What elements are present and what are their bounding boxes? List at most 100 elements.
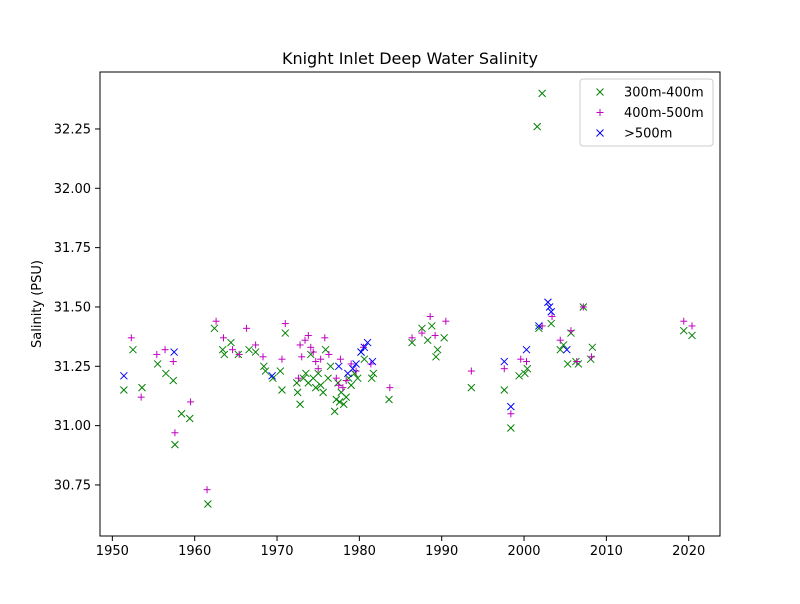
data-point: [335, 381, 343, 389]
y-tick-label: 32.25: [54, 122, 91, 137]
data-point: [218, 345, 227, 354]
data-point: [319, 388, 327, 397]
data-point: [171, 429, 179, 437]
data-point: [276, 367, 285, 375]
data-point: [312, 358, 320, 366]
data-point: [545, 303, 554, 311]
data-point: [292, 379, 301, 387]
data-point: [301, 369, 310, 378]
data-point: [352, 360, 360, 368]
data-point: [433, 345, 442, 354]
data-point: [559, 341, 568, 349]
data-point: [324, 374, 332, 383]
data-point: [426, 312, 434, 320]
data-point: [278, 386, 286, 394]
data-point: [523, 358, 531, 366]
series-1: [127, 303, 696, 494]
data-point: [538, 322, 546, 330]
data-point: [259, 353, 267, 361]
data-point: [129, 345, 137, 354]
data-point: [562, 345, 571, 354]
data-point: [427, 322, 436, 330]
data-point: [307, 343, 315, 351]
data-point: [368, 357, 377, 366]
data-point: [325, 350, 333, 358]
data-point: [573, 358, 581, 366]
y-tick-label: 32.00: [54, 182, 91, 197]
data-point: [321, 345, 330, 354]
data-point: [314, 365, 322, 373]
legend-item: >500m: [596, 127, 672, 142]
data-point: [252, 341, 260, 349]
x-tick-label: 1990: [425, 544, 458, 559]
data-point: [523, 364, 532, 373]
data-point: [245, 345, 253, 354]
data-point: [500, 386, 509, 394]
data-point: [548, 312, 556, 320]
data-point: [229, 346, 237, 354]
data-point: [336, 355, 344, 363]
data-point: [120, 386, 128, 394]
data-point: [347, 360, 355, 368]
data-point: [332, 374, 340, 382]
y-tick-label: 31.50: [54, 300, 91, 315]
data-point: [137, 393, 145, 401]
data-point: [251, 348, 260, 356]
data-point: [547, 319, 556, 328]
legend-label: 300m-400m: [624, 86, 704, 101]
data-point: [269, 374, 277, 383]
data-point: [408, 334, 416, 342]
data-point: [386, 384, 394, 392]
data-point: [679, 326, 688, 335]
data-point: [293, 388, 302, 397]
data-point: [507, 424, 515, 432]
data-point: [311, 383, 320, 392]
data-point: [210, 324, 219, 333]
legend: 300m-400m 400m-500m >500m: [579, 78, 714, 147]
legend-box: [579, 78, 714, 147]
data-point: [332, 395, 341, 404]
data-point: [169, 376, 178, 385]
data-point: [500, 357, 509, 366]
data-point: [360, 355, 369, 364]
legend-item: 300m-400m: [596, 86, 704, 101]
data-point: [220, 334, 228, 342]
data-point: [522, 345, 531, 354]
data-point: [500, 365, 508, 373]
data-point: [515, 371, 523, 380]
data-point: [538, 89, 547, 98]
data-point: [556, 345, 565, 354]
series-0: [120, 89, 696, 508]
data-point: [352, 367, 360, 375]
data-point: [316, 381, 325, 390]
data-point: [431, 331, 439, 339]
data-point: [314, 369, 323, 378]
data-point: [535, 322, 543, 330]
data-point: [360, 343, 369, 352]
data-point: [220, 350, 229, 359]
data-point: [688, 331, 696, 340]
data-point: [204, 500, 212, 508]
data-point: [408, 338, 416, 347]
data-point: [161, 346, 169, 354]
data-point: [153, 360, 162, 368]
data-point: [369, 369, 378, 378]
legend-marker: [596, 88, 604, 96]
legend-label: 400m-500m: [624, 106, 704, 121]
data-point: [177, 409, 186, 418]
data-point: [294, 374, 302, 382]
data-point: [544, 298, 552, 307]
data-point: [517, 355, 525, 363]
x-tick-label: 1970: [260, 544, 293, 559]
x-tick-label: 1980: [343, 544, 376, 559]
data-point: [507, 410, 515, 418]
data-point: [243, 324, 251, 332]
data-point: [418, 324, 426, 333]
data-point: [259, 362, 268, 371]
data-point: [342, 393, 351, 402]
data-point: [298, 353, 306, 361]
data-point: [588, 343, 597, 352]
data-point: [321, 334, 329, 342]
data-point: [120, 371, 128, 380]
